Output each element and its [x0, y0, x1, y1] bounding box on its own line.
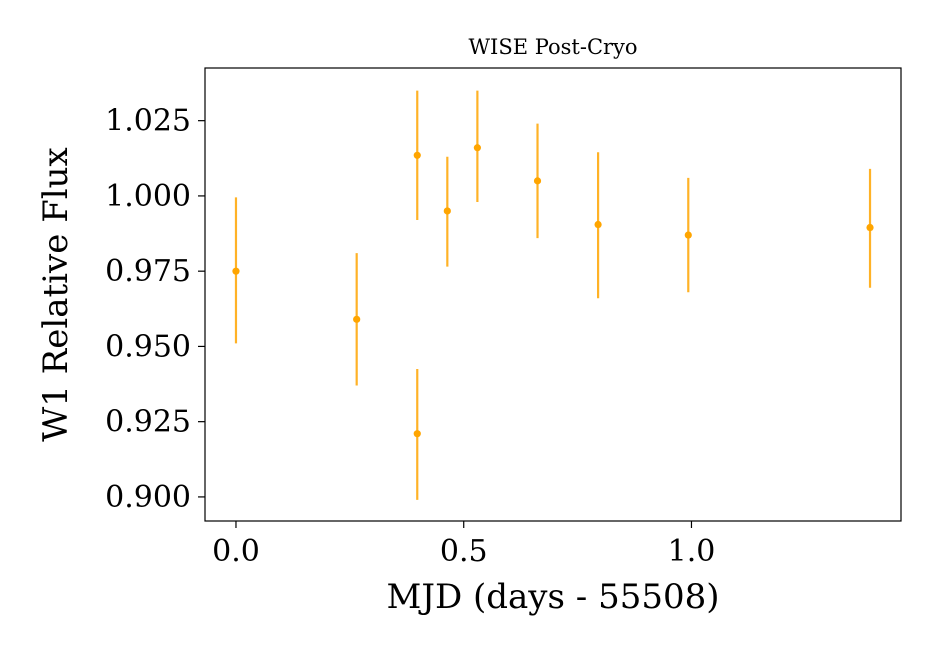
data-point	[594, 220, 602, 229]
y-tick-label: 1.025	[105, 104, 191, 139]
chart-title: WISE Post-Cryo	[468, 35, 637, 59]
x-axis-ticks: 0.0 0.5 1.0	[212, 521, 715, 569]
data-point	[413, 430, 421, 438]
y-tick-label: 0.900	[105, 480, 191, 515]
x-tick-label: 1.0	[668, 534, 716, 569]
y-tick-label: 1.000	[105, 179, 191, 214]
x-tick-label: 0.0	[212, 534, 260, 569]
y-tick-label: 0.950	[105, 329, 191, 364]
x-axis-label: MJD (days - 55508)	[387, 577, 720, 617]
data-point	[684, 231, 692, 239]
plot-marks	[232, 90, 874, 500]
y-tick-label: 0.925	[105, 405, 191, 440]
data-point	[443, 207, 451, 215]
x-tick-label: 0.5	[440, 534, 488, 569]
data-point	[866, 223, 874, 232]
data-point	[473, 144, 481, 152]
plot-frame	[204, 67, 902, 522]
data-point	[533, 177, 542, 185]
data-point	[413, 151, 421, 159]
y-axis-label: W1 Relative Flux	[36, 147, 76, 441]
data-point	[353, 315, 361, 323]
data-point	[232, 267, 240, 275]
y-tick-label: 0.975	[105, 254, 191, 289]
y-axis-ticks: 0.900 0.925 0.950 0.975 1.000 1.025	[105, 104, 205, 515]
